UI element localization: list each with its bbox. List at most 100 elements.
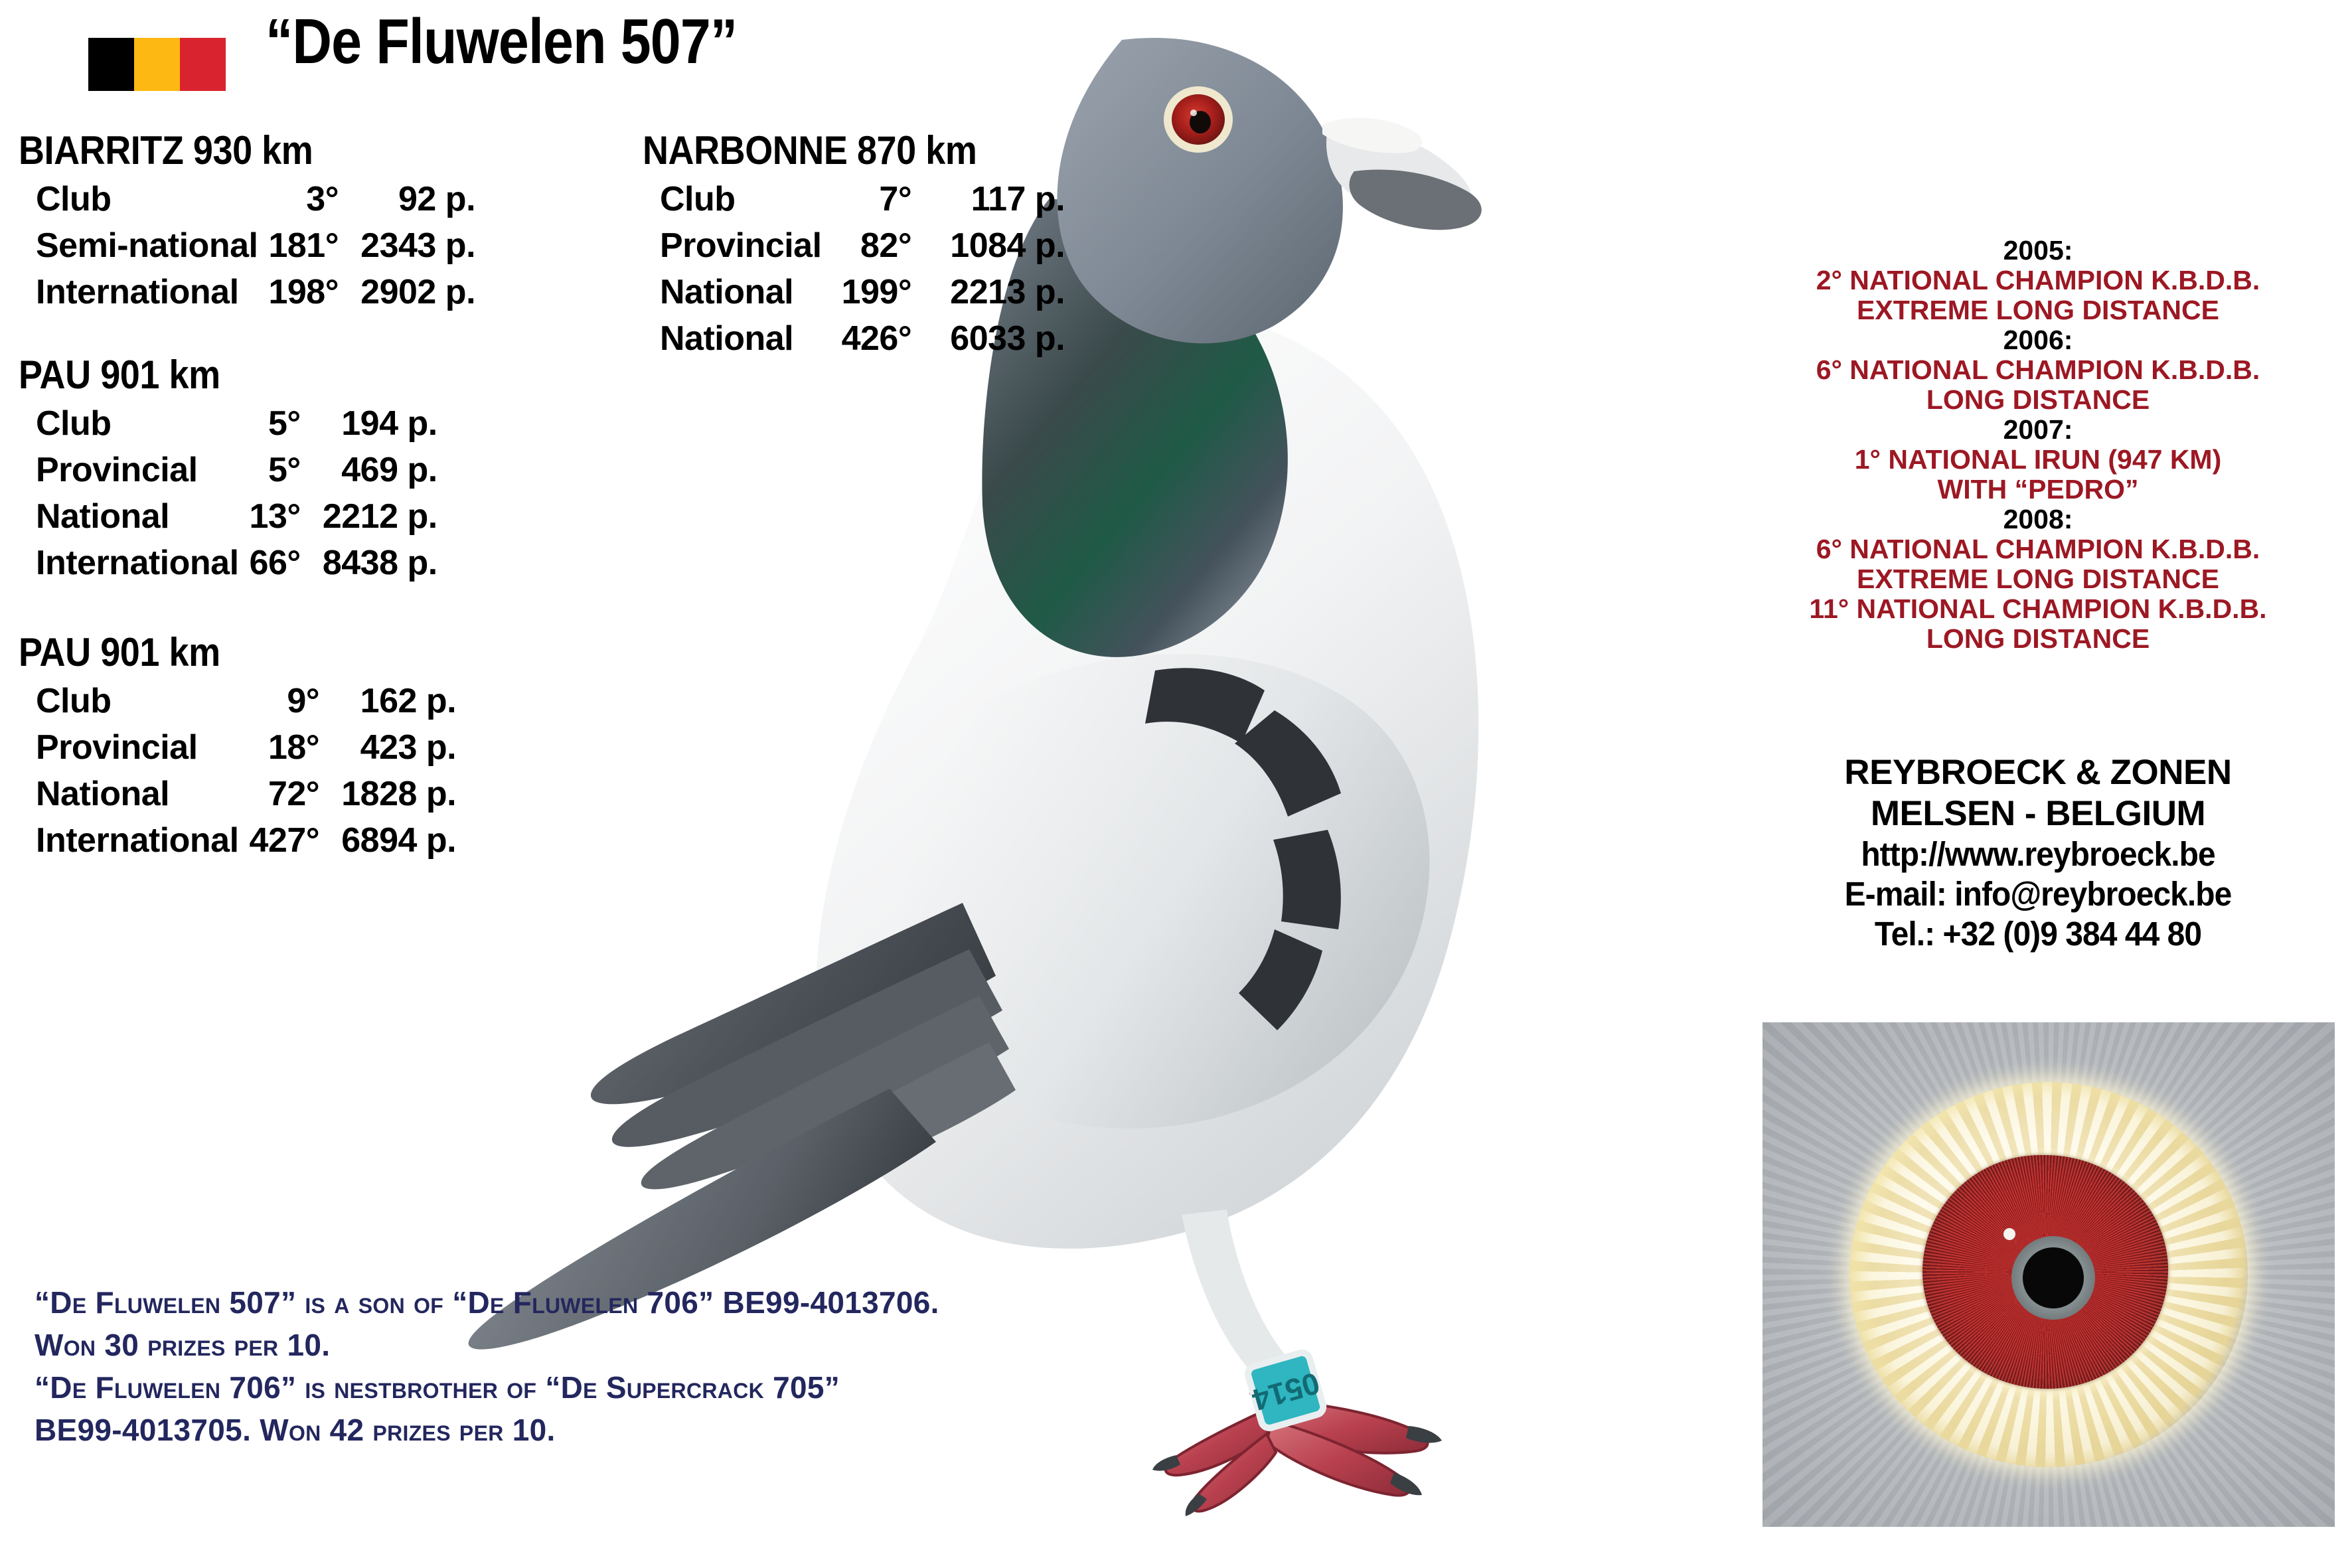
race-rows-table: Club 9° 162 p. Provincial 18° 423 p. Nat… [19, 678, 457, 864]
table-row: International 198° 2902 p. [19, 269, 476, 315]
race-heading: PAU 901 km [19, 353, 220, 397]
race-rank: 5° [268, 404, 301, 443]
race-participants: 6894 p. [341, 821, 457, 860]
race-result-pau-first: PAU 901 km Club 5° 194 p. Provincial 5° … [19, 352, 437, 586]
race-level: National [660, 319, 794, 358]
phone-number: Tel.: +32 (0)9 384 44 80 [1874, 915, 2202, 953]
website-link[interactable]: http://www.reybroeck.be [1861, 835, 2215, 873]
championship-line: 6° NATIONAL CHAMPION K.B.D.B. [1816, 534, 2260, 564]
race-rank: 5° [268, 451, 301, 489]
race-participants: 469 p. [341, 451, 437, 489]
race-participants: 2343 p. [360, 226, 476, 265]
race-rows-table: Club 3° 92 p. Semi-national 181° 2343 p.… [19, 176, 476, 315]
email-address[interactable]: E-mail: info@reybroeck.be [1844, 875, 2233, 913]
pigeon-eye-photo [1763, 1022, 2335, 1527]
championship-line: LONG DISTANCE [1926, 384, 2150, 415]
championship-line: 11° NATIONAL CHAMPION K.B.D.B. [1809, 593, 2267, 624]
championship-list: 2005: 2° NATIONAL CHAMPION K.B.D.B. EXTR… [1726, 236, 2350, 654]
eye-glint [2003, 1228, 2015, 1240]
race-participants: 117 p. [971, 180, 1065, 218]
footnote-line: “De Fluwelen 507” is a son of “De Fluwel… [35, 1285, 939, 1320]
table-row: Provincial 82° 1084 p. [643, 222, 1065, 269]
race-level: Provincial [36, 451, 198, 489]
race-level: National [36, 775, 170, 813]
race-participants: 2213 p. [950, 273, 1065, 311]
race-level: National [36, 497, 170, 536]
race-participants: 2212 p. [322, 497, 437, 536]
race-rank: 181° [268, 226, 339, 265]
pedigree-footnote: “De Fluwelen 507” is a son of “De Fluwel… [35, 1281, 939, 1451]
race-level: Club [36, 404, 112, 443]
race-rows-table: Club 5° 194 p. Provincial 5° 469 p. Nati… [19, 400, 437, 586]
race-rank: 82° [860, 226, 912, 265]
race-level: National [660, 273, 794, 311]
table-row: Club 5° 194 p. [19, 400, 437, 447]
contact-block: REYBROECK & ZONEN MELSEN - BELGIUM http:… [1726, 752, 2350, 954]
flag-band-yellow [134, 38, 180, 91]
championship-line: 2° NATIONAL CHAMPION K.B.D.B. [1816, 265, 2260, 295]
table-row: National 13° 2212 p. [19, 493, 437, 540]
race-participants: 6033 p. [950, 319, 1065, 358]
championship-line: EXTREME LONG DISTANCE [1857, 295, 2219, 325]
flag-band-black [88, 38, 134, 91]
championship-year: 2005: [2003, 235, 2073, 266]
championship-line: 1° NATIONAL IRUN (947 KM) [1854, 444, 2222, 475]
footnote-line: Won 30 prizes per 10. [35, 1328, 331, 1362]
table-row: Semi-national 181° 2343 p. [19, 222, 476, 269]
championship-line: WITH “PEDRO” [1937, 474, 2139, 505]
footnote-line: “De Fluwelen 706” is nestbrother of “De … [35, 1370, 840, 1405]
race-rank: 9° [287, 682, 320, 720]
table-row: National 426° 6033 p. [643, 315, 1065, 362]
race-heading: BIARRITZ 930 km [19, 128, 313, 173]
race-participants: 423 p. [360, 728, 457, 767]
race-level: Provincial [660, 226, 822, 265]
race-rank: 198° [268, 273, 339, 311]
table-row: National 199° 2213 p. [643, 269, 1065, 315]
race-rank: 66° [249, 544, 301, 582]
race-level: Semi-national [36, 226, 258, 265]
table-row: National 72° 1828 p. [19, 771, 457, 817]
race-rank: 7° [879, 180, 912, 218]
table-row: International 66° 8438 p. [19, 540, 437, 586]
flag-band-red [180, 38, 226, 91]
race-heading: PAU 901 km [19, 630, 220, 674]
race-rank: 72° [268, 775, 320, 813]
table-row: Provincial 18° 423 p. [19, 724, 457, 771]
championship-year: 2006: [2003, 325, 2073, 355]
race-participants: 1828 p. [341, 775, 457, 813]
race-rank: 426° [841, 319, 912, 358]
race-level: International [36, 273, 239, 311]
race-result-pau-second: PAU 901 km Club 9° 162 p. Provincial 18°… [19, 629, 457, 864]
race-rows-table: Club 7° 117 p. Provincial 82° 1084 p. Na… [643, 176, 1065, 362]
race-rank: 3° [306, 180, 339, 218]
championship-line: LONG DISTANCE [1926, 623, 2150, 654]
race-level: Provincial [36, 728, 198, 767]
race-participants: 8438 p. [322, 544, 437, 582]
race-rank: 427° [249, 821, 320, 860]
race-level: Club [36, 180, 112, 218]
race-participants: 92 p. [398, 180, 476, 218]
championship-year: 2007: [2003, 414, 2073, 445]
table-row: Club 3° 92 p. [19, 176, 476, 222]
championship-line: EXTREME LONG DISTANCE [1857, 564, 2219, 594]
pigeon-photo: 0514 [412, 0, 1733, 1568]
championship-line: 6° NATIONAL CHAMPION K.B.D.B. [1816, 354, 2260, 385]
race-level: International [36, 544, 239, 582]
race-result-narbonne: NARBONNE 870 km Club 7° 117 p. Provincia… [643, 127, 1065, 362]
table-row: Club 9° 162 p. [19, 678, 457, 724]
race-level: International [36, 821, 239, 860]
page-title: “De Fluwelen 507” [266, 6, 738, 77]
championship-year: 2008: [2003, 504, 2073, 534]
race-level: Club [36, 682, 112, 720]
race-participants: 1084 p. [950, 226, 1065, 265]
race-level: Club [660, 180, 736, 218]
footnote-line: BE99-4013705. Won 42 prizes per 10. [35, 1413, 556, 1447]
belgian-flag [88, 38, 226, 91]
table-row: Club 7° 117 p. [643, 176, 1065, 222]
race-rank: 13° [249, 497, 301, 536]
table-row: Provincial 5° 469 p. [19, 447, 437, 493]
race-heading: NARBONNE 870 km [643, 128, 977, 173]
race-participants: 2902 p. [360, 273, 476, 311]
eye-pupil [2023, 1247, 2084, 1308]
race-participants: 194 p. [341, 404, 437, 443]
